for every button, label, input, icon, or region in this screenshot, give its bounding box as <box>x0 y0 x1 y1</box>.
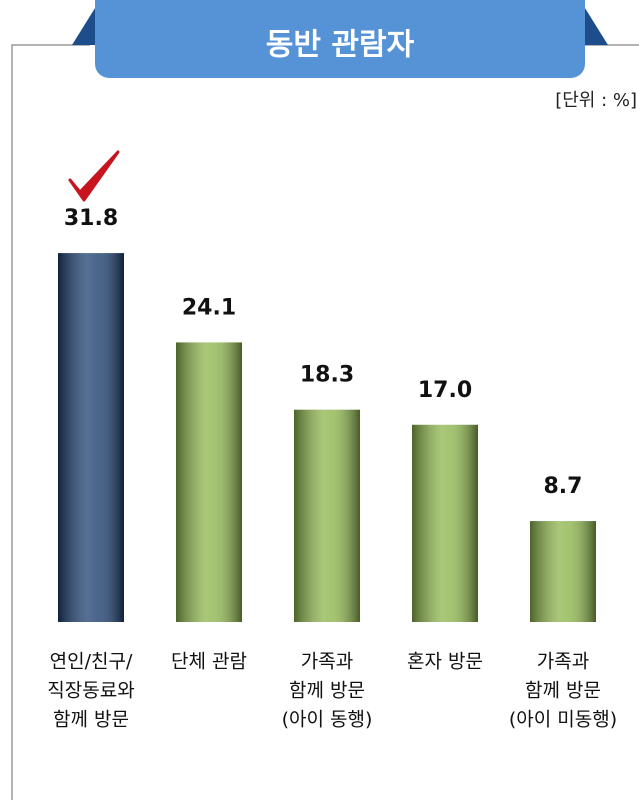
x-tick-label: 단체 관람 <box>171 651 247 673</box>
x-tick-label: (아이 동행) <box>282 709 373 731</box>
x-tick-label: 함께 방문 <box>525 680 601 702</box>
value-label: 18.3 <box>300 363 354 388</box>
x-tick-label: 연인/친구/ <box>50 651 133 673</box>
bar-shade <box>530 521 596 622</box>
x-tick-label: 함께 방문 <box>289 680 365 702</box>
x-tick-label: 함께 방문 <box>53 709 129 731</box>
x-tick-label: (아이 미동행) <box>509 709 617 731</box>
chart-title: 동반 관람자 <box>266 28 415 63</box>
bar-shade <box>412 424 478 622</box>
x-tick-label: 가족과 <box>301 651 353 673</box>
x-tick-label: 혼자 방문 <box>407 651 483 673</box>
unit-label: [단위 : %] <box>555 90 637 111</box>
bar-shade <box>176 342 242 622</box>
check-mark <box>68 150 120 202</box>
value-label: 17.0 <box>418 378 472 403</box>
value-label: 8.7 <box>544 474 583 499</box>
bar-shade <box>294 409 360 622</box>
x-tick-label: 가족과 <box>537 651 589 673</box>
x-tick-label: 직장동료와 <box>47 680 134 702</box>
frame <box>11 44 90 800</box>
value-label: 31.8 <box>64 206 118 231</box>
value-label: 24.1 <box>182 295 236 320</box>
title-tab <box>95 0 585 78</box>
bar-shade <box>58 253 124 622</box>
